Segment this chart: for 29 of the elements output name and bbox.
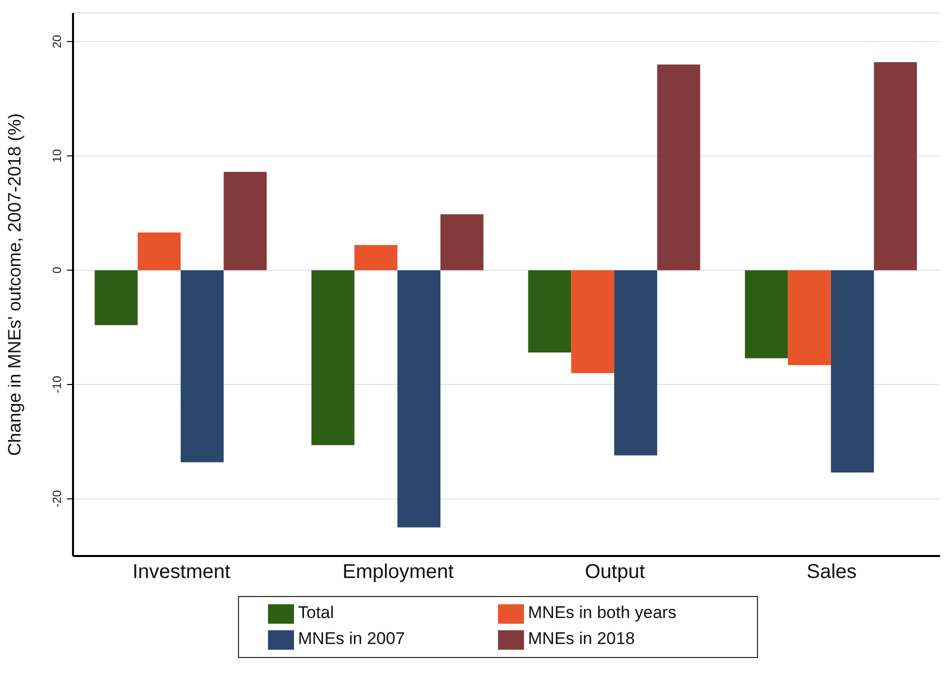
bar (440, 214, 484, 270)
x-tick-label: Sales (806, 561, 857, 584)
bar (94, 270, 138, 326)
bar (180, 270, 224, 462)
bar (397, 270, 440, 528)
y-tick-label: -20 (50, 490, 64, 508)
bar (311, 270, 354, 446)
legend-label: MNEs in 2007 (298, 629, 406, 650)
bar (830, 270, 874, 473)
bar (354, 245, 398, 270)
legend-label: Total (298, 603, 335, 624)
bar (528, 270, 572, 353)
x-tick-label: Output (584, 561, 646, 584)
x-tick-label: Investment (132, 561, 231, 584)
bar (571, 270, 614, 374)
bar (874, 62, 917, 270)
legend-label: MNEs in 2018 (528, 629, 636, 650)
bar (744, 270, 788, 358)
bar (224, 172, 267, 270)
legend-label: MNEs in both years (528, 603, 678, 624)
bar (614, 270, 658, 456)
x-tick-label: Employment (342, 561, 454, 584)
bar (138, 232, 181, 270)
bar (788, 270, 831, 366)
y-tick-label: 20 (50, 34, 64, 48)
y-tick-label: -10 (50, 376, 64, 394)
bar (657, 64, 700, 270)
y-tick-label: 0 (50, 266, 64, 274)
y-tick-label: 10 (50, 148, 64, 163)
